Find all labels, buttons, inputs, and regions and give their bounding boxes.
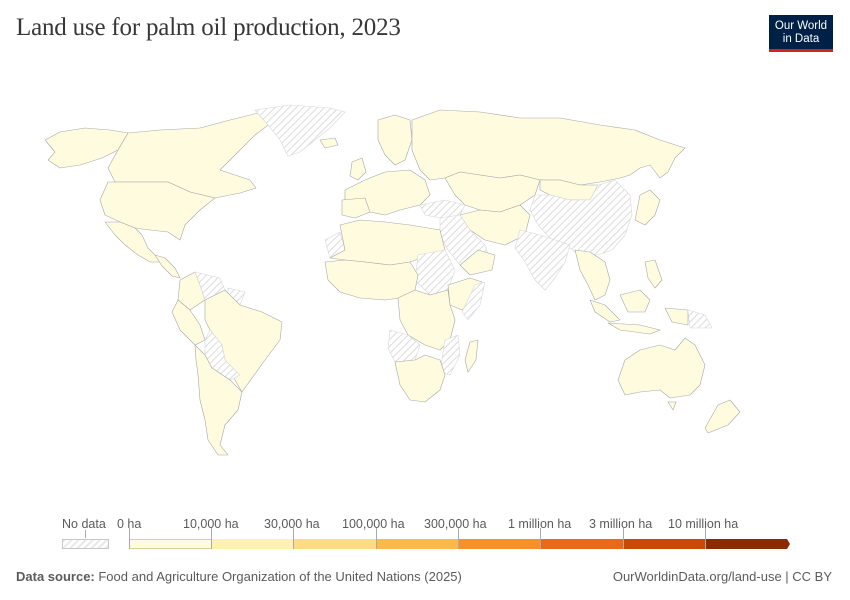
- data-source-text: Food and Agriculture Organization of the…: [94, 569, 462, 584]
- legend-label-7: 10 million ha: [668, 517, 739, 531]
- region-sulawesi-java: [607, 322, 661, 335]
- region-argentina-chile: [194, 344, 243, 456]
- legend-label-2: 30,000 ha: [264, 517, 320, 531]
- region-philippines: [644, 259, 663, 289]
- region-uk: [349, 157, 367, 181]
- region-somalia: [461, 281, 486, 321]
- legend-arrow-icon: [782, 539, 790, 549]
- region-papua-new-guinea: [687, 309, 713, 329]
- legend-bin-5[interactable]: [540, 539, 623, 549]
- region-greenland: [254, 104, 346, 157]
- region-iceland: [319, 137, 339, 149]
- legend-label-0: 0 ha: [117, 517, 142, 531]
- region-oman-yemen: [459, 249, 496, 276]
- legend-label-3: 100,000 ha: [342, 517, 405, 531]
- legend-tick-3: [376, 528, 377, 549]
- legend-bin-3[interactable]: [376, 539, 458, 549]
- region-new-guinea-west: [664, 307, 689, 326]
- region-iran-afghanistan: [459, 204, 531, 246]
- legend-tick-4: [458, 528, 459, 549]
- region-madagascar: [464, 339, 479, 373]
- region-russia: [411, 109, 686, 186]
- legend-tick-6: [623, 528, 624, 549]
- legend-bin-4[interactable]: [458, 539, 540, 549]
- legend-no-data-tick: [85, 530, 86, 538]
- legend-bin-7[interactable]: [705, 539, 783, 549]
- legend-bin-2[interactable]: [293, 539, 376, 549]
- region-new-zealand: [704, 399, 741, 434]
- legend-tick-1: [211, 528, 212, 549]
- legend-no-data-label: No data: [62, 517, 106, 531]
- region-central-america: [154, 254, 181, 279]
- region-borneo: [619, 289, 651, 313]
- region-scandinavia: [377, 114, 413, 166]
- legend-tick-7: [705, 528, 706, 549]
- legend-tick-0: [129, 528, 130, 549]
- region-central-africa: [397, 289, 456, 351]
- legend-no-data-swatch[interactable]: [62, 539, 109, 549]
- logo-line-1: Our World: [774, 20, 828, 32]
- region-iberia: [341, 197, 371, 219]
- data-source-prefix: Data source:: [16, 569, 95, 584]
- credit-link[interactable]: OurWorldinData.org/land-use | CC BY: [612, 569, 832, 584]
- legend-label-6: 3 million ha: [589, 517, 653, 531]
- region-west-africa: [324, 259, 419, 301]
- region-tasmania: [667, 401, 677, 411]
- logo-line-2: in Data: [782, 32, 820, 45]
- legend-bin-1[interactable]: [211, 539, 293, 549]
- page-title: Land use for palm oil production, 2023: [16, 14, 401, 41]
- region-alaska: [44, 127, 129, 169]
- legend-label-1: 10,000 ha: [183, 517, 239, 531]
- region-southeast-asia: [574, 249, 611, 301]
- region-peru: [171, 299, 206, 346]
- legend-label-4: 300,000 ha: [424, 517, 487, 531]
- legend-bin-0[interactable]: [129, 539, 211, 549]
- region-southern-africa: [394, 354, 446, 403]
- data-source: Data source: Food and Agriculture Organi…: [16, 569, 462, 584]
- owid-logo[interactable]: Our World in Data: [769, 15, 833, 52]
- legend-label-5: 1 million ha: [508, 517, 572, 531]
- region-sumatra: [589, 299, 621, 323]
- region-korea-japan: [634, 189, 661, 226]
- legend-tick-2: [293, 528, 294, 549]
- region-india: [514, 229, 571, 291]
- world-map[interactable]: [0, 95, 850, 505]
- legend-bin-6[interactable]: [623, 539, 705, 549]
- legend-tick-5: [540, 528, 541, 549]
- region-australia: [617, 337, 706, 399]
- region-china: [529, 179, 633, 256]
